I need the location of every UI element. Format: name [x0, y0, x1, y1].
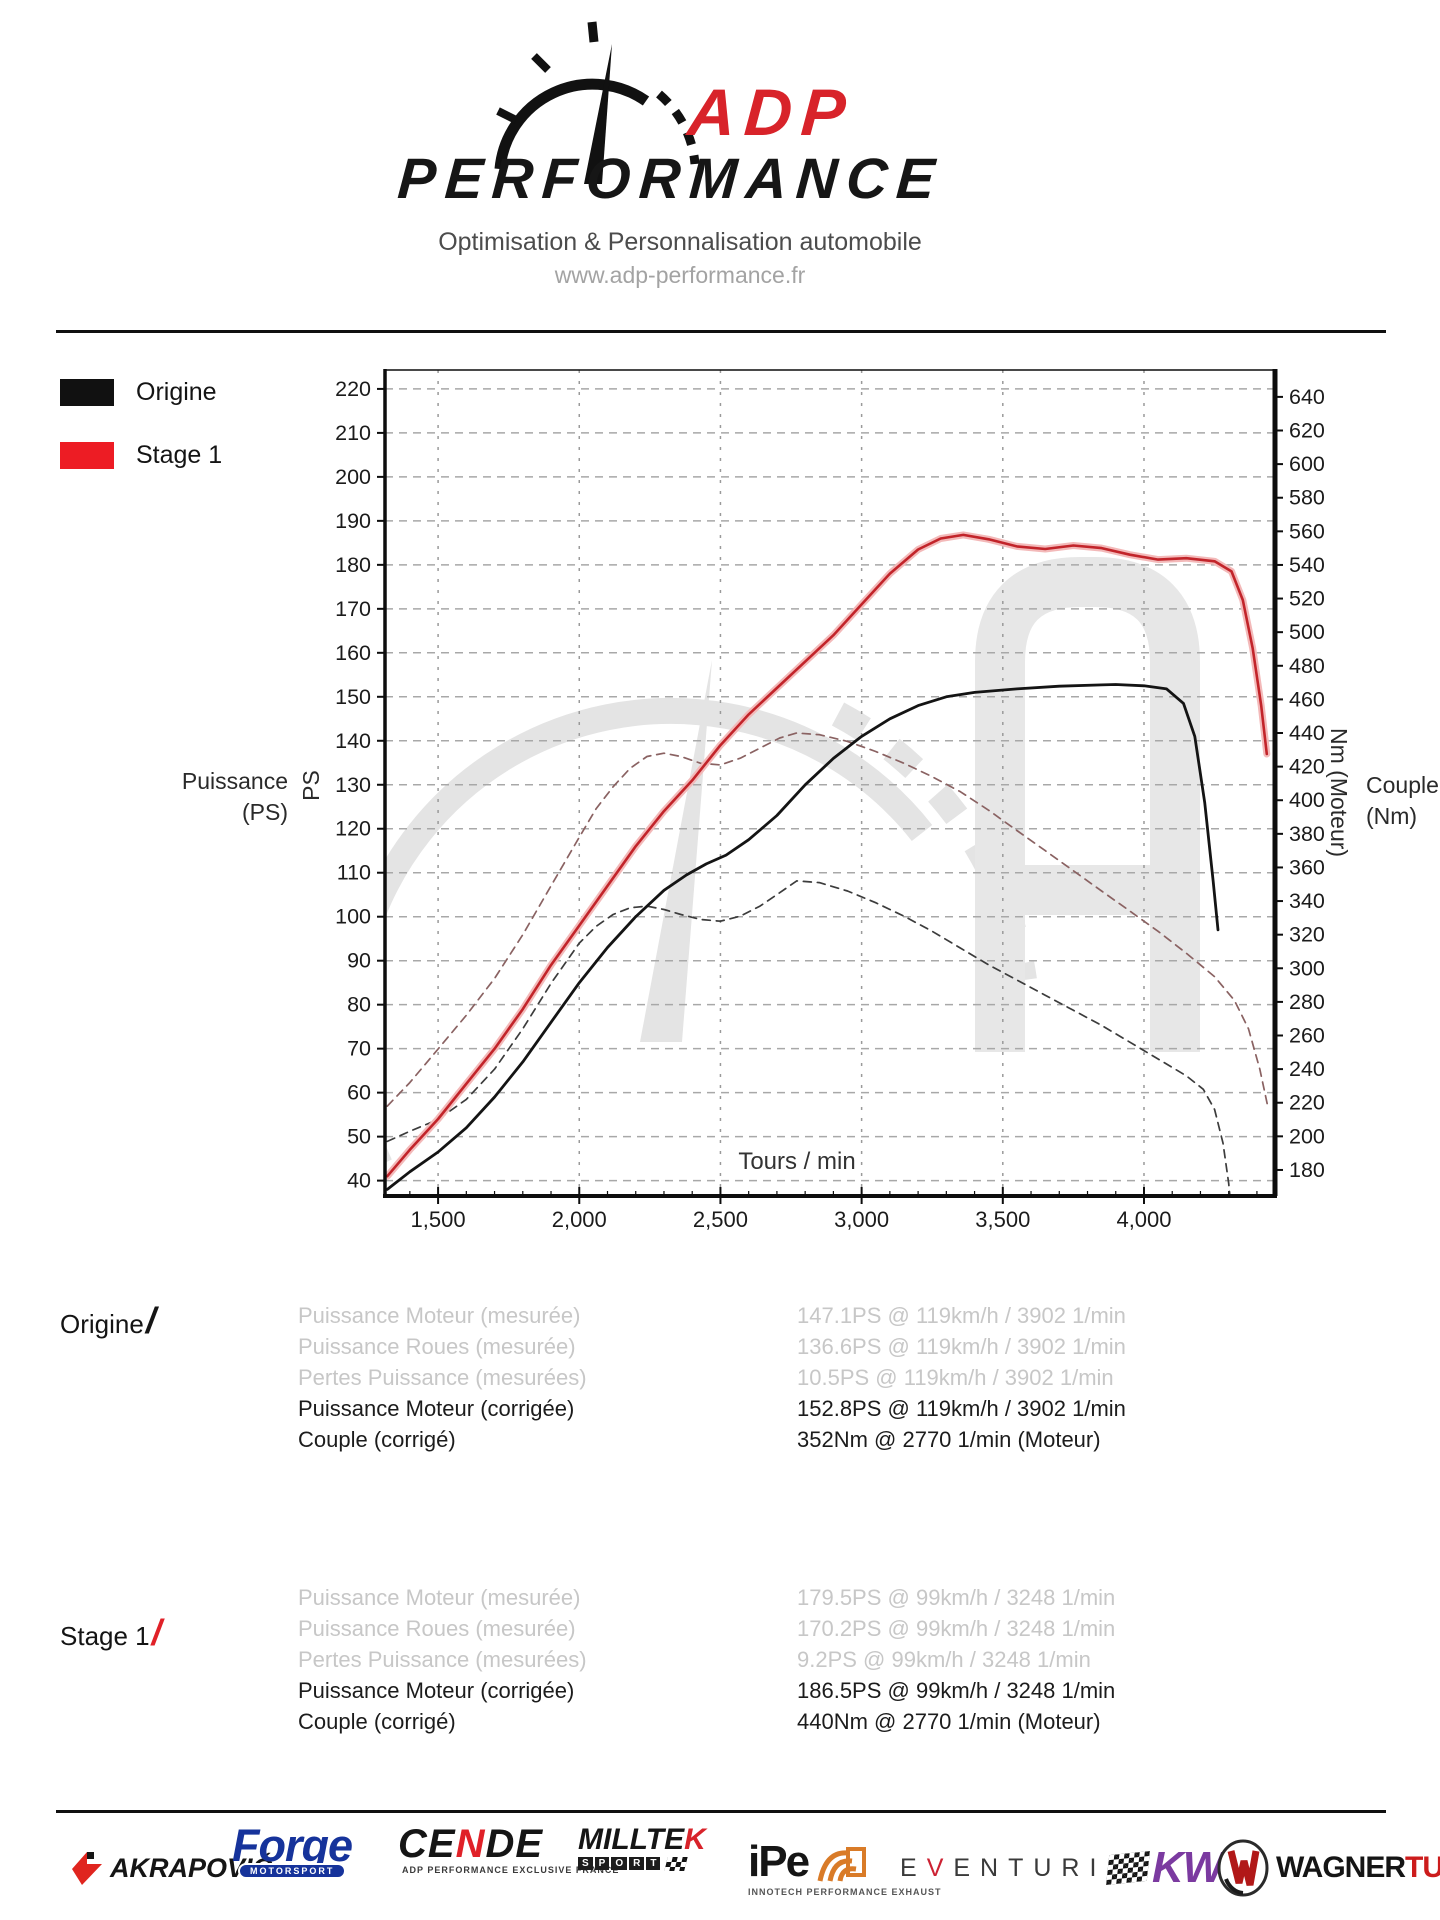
brand-adp: ADP — [685, 75, 857, 149]
svg-text:2,500: 2,500 — [693, 1207, 748, 1232]
svg-text:560: 560 — [1289, 519, 1325, 543]
table-row: Pertes Puissance (mesurées) 10.5PS @ 119k… — [298, 1365, 1114, 1390]
wagner-monogram-icon — [1217, 1839, 1269, 1897]
stage1-rows: Puissance Moteur (mesurée) 179.5PS @ 99km… — [298, 1582, 1398, 1737]
table-row: Puissance Moteur (mesurée) 147.1PS @ 119k… — [298, 1303, 1126, 1328]
svg-text:360: 360 — [1289, 855, 1325, 879]
svg-text:3,000: 3,000 — [834, 1207, 889, 1232]
logo-cende: CENDE ADP PERFORMANCE EXCLUSIVE FRANCE — [398, 1822, 620, 1875]
group-label-origine: Origine/ — [60, 1300, 156, 1341]
svg-text:420: 420 — [1289, 755, 1325, 779]
svg-text:640: 640 — [1289, 385, 1325, 409]
svg-text:200: 200 — [1289, 1124, 1325, 1148]
legend-label-origine: Origine — [136, 378, 217, 406]
brand-website: www.adp-performance.fr — [554, 262, 806, 288]
svg-text:4,000: 4,000 — [1116, 1207, 1171, 1232]
right-axis-title: Couple (Nm) — [1366, 772, 1439, 830]
legend-item-stage1: Stage 1 — [60, 441, 222, 470]
svg-text:240: 240 — [1289, 1057, 1325, 1081]
logo-ipe: iPe INNOTECH PERFORMANCE EXHAUST — [748, 1837, 942, 1897]
svg-text:60: 60 — [347, 1081, 371, 1105]
svg-text:260: 260 — [1289, 1024, 1325, 1048]
svg-text:40: 40 — [347, 1169, 371, 1193]
svg-text:70: 70 — [347, 1037, 371, 1061]
legend-label-stage1: Stage 1 — [136, 441, 223, 469]
origine-rows: Puissance Moteur (mesurée) 147.1PS @ 119k… — [298, 1300, 1398, 1455]
table-row: Puissance Moteur (mesurée) 179.5PS @ 99km… — [298, 1585, 1116, 1610]
svg-text:1,500: 1,500 — [411, 1207, 466, 1232]
svg-text:460: 460 — [1289, 687, 1325, 711]
svg-text:110: 110 — [337, 861, 371, 885]
svg-text:50: 50 — [347, 1125, 371, 1149]
svg-text:160: 160 — [335, 641, 371, 665]
brand-tagline: Optimisation & Personnalisation automobi… — [438, 228, 922, 256]
x-axis-title: Tours / min — [738, 1148, 856, 1175]
logo-wagnertuning: WAGNERTUNING — [1216, 1826, 1440, 1910]
origine-slash: / — [145, 1300, 156, 1341]
svg-text:120: 120 — [335, 817, 371, 841]
svg-text:400: 400 — [1289, 788, 1325, 812]
table-row: Couple (corrigé) 352Nm @ 2770 1/min (Mote… — [298, 1427, 1101, 1452]
svg-text:440: 440 — [1289, 721, 1325, 745]
table-row: Couple (corrigé) 440Nm @ 2770 1/min (Mote… — [298, 1709, 1101, 1734]
svg-text:140: 140 — [335, 729, 371, 753]
svg-text:220: 220 — [1289, 1091, 1325, 1115]
svg-text:500: 500 — [1289, 620, 1325, 644]
gauge-icon — [494, 21, 700, 184]
svg-text:130: 130 — [335, 773, 371, 797]
legend-item-origine: Origine — [60, 378, 217, 407]
kw-checker-icon — [1106, 1850, 1150, 1886]
milltek-checker-icon — [664, 1856, 689, 1871]
logo-eventuri: EVENTURI — [900, 1853, 1107, 1882]
svg-text:170: 170 — [335, 597, 371, 621]
dyno-chart: 40 50 60 70 80 90 100 110 120 130 140 150 160 170 180 1… — [335, 369, 1325, 1232]
svg-text:3,500: 3,500 — [975, 1207, 1030, 1232]
svg-text:580: 580 — [1289, 486, 1325, 510]
svg-text:210: 210 — [335, 421, 371, 445]
svg-text:300: 300 — [1289, 956, 1325, 980]
table-row: Puissance Moteur (corrigée) 152.8PS @ 119… — [298, 1396, 1126, 1421]
svg-text:80: 80 — [347, 993, 371, 1017]
legend-swatch-stage1 — [60, 442, 114, 469]
table-row: Pertes Puissance (mesurées) 9.2PS @ 99km/… — [298, 1647, 1091, 1672]
svg-text:320: 320 — [1289, 923, 1325, 947]
akrapovic-arrow-icon — [72, 1852, 102, 1885]
svg-text:380: 380 — [1289, 822, 1325, 846]
logo-forge: Forge MOTORSPORT — [232, 1823, 353, 1910]
svg-text:620: 620 — [1289, 419, 1325, 443]
svg-text:180: 180 — [335, 553, 371, 577]
brand-performance: PERFORMANCE — [395, 147, 946, 211]
svg-text:600: 600 — [1289, 452, 1325, 476]
svg-text:280: 280 — [1289, 990, 1325, 1014]
svg-text:540: 540 — [1289, 553, 1325, 577]
svg-text:90: 90 — [347, 949, 371, 973]
header-divider — [56, 330, 1386, 333]
table-row: Puissance Moteur (corrigée) 186.5PS @ 99k… — [298, 1678, 1116, 1703]
svg-text:340: 340 — [1289, 889, 1325, 913]
left-axis-title: Puissance (PS) — [181, 768, 288, 826]
svg-text:150: 150 — [335, 685, 371, 709]
footer-divider — [56, 1810, 1386, 1813]
stage1-slash: / — [151, 1612, 162, 1653]
ipe-exhaust-icon — [817, 1847, 867, 1882]
svg-text:200: 200 — [335, 465, 371, 489]
table-row: Puissance Roues (mesurée) 170.2PS @ 99km/… — [298, 1616, 1116, 1641]
svg-text:100: 100 — [335, 905, 371, 929]
svg-text:480: 480 — [1289, 654, 1325, 678]
group-label-stage1: Stage 1/ — [60, 1612, 162, 1653]
svg-text:180: 180 — [1289, 1158, 1325, 1182]
legend-swatch-origine — [60, 379, 114, 406]
svg-text:220: 220 — [335, 377, 371, 401]
svg-text:520: 520 — [1289, 587, 1325, 611]
logo-kw: KW. — [1106, 1826, 1232, 1910]
table-row: Puissance Roues (mesurée) 136.6PS @ 119km… — [298, 1334, 1126, 1359]
svg-text:190: 190 — [335, 509, 371, 533]
svg-text:2,000: 2,000 — [552, 1207, 607, 1232]
